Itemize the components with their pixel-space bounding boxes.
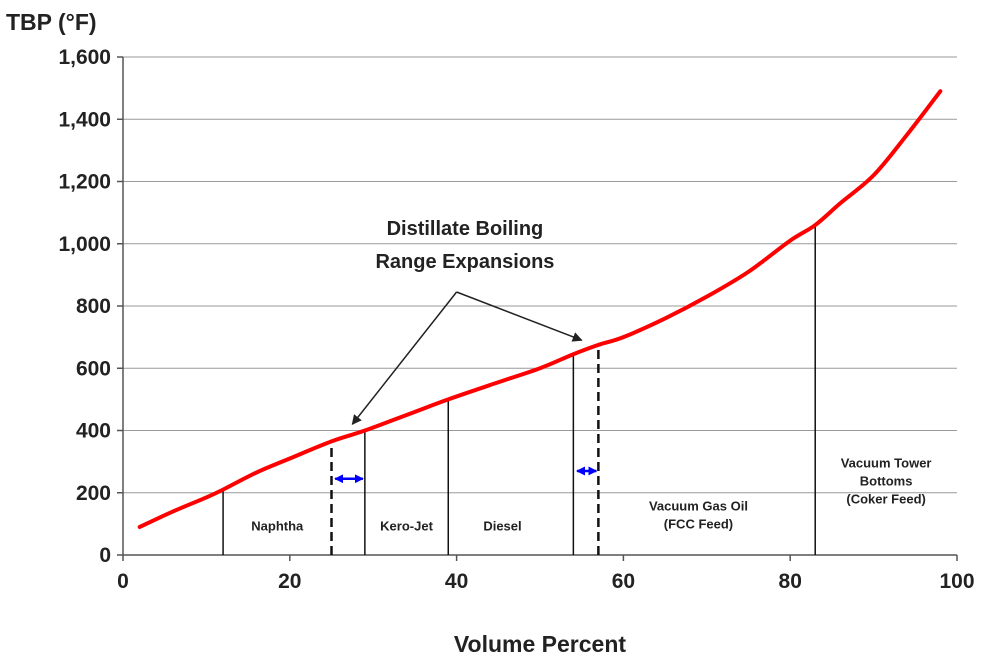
annotation-arrow <box>351 291 458 426</box>
y-tick-label: 600 <box>76 357 111 380</box>
y-tick-label: 400 <box>76 420 111 443</box>
x-tick-label: 0 <box>117 570 129 593</box>
x-tick-label: 40 <box>445 570 468 593</box>
tbp-curve <box>137 89 943 529</box>
gridlines <box>123 56 957 494</box>
x-tick-label: 60 <box>612 570 635 593</box>
x-tick-label: 100 <box>939 570 974 593</box>
annotation-layer: Distillate Boiling Range Expansions <box>334 218 598 484</box>
y-axis-title: TBP (°F) <box>6 9 97 35</box>
region-label: (Coker Feed) <box>846 491 925 506</box>
region-label: Vacuum Tower <box>841 455 932 470</box>
y-tick-label: 1,600 <box>58 46 111 69</box>
y-tick-label: 200 <box>76 482 111 505</box>
x-tick-label: 80 <box>779 570 802 593</box>
region-label: Bottoms <box>860 473 913 488</box>
region-label: Kero-Jet <box>380 518 433 533</box>
y-tick-label: 800 <box>76 295 111 318</box>
region-label: Diesel <box>483 518 521 533</box>
y-tick-label: 0 <box>99 544 111 567</box>
region-label: Naphtha <box>251 518 304 533</box>
annotation-arrow <box>456 291 583 342</box>
labels-layer: Naphtha Kero-Jet Diesel Vacuum Gas Oil (FCC … <box>251 455 931 533</box>
region-label: Vacuum Gas Oil <box>649 499 748 514</box>
y-tick-label: 1,000 <box>58 233 111 256</box>
x-tick-label: 20 <box>278 570 301 593</box>
axes: 0 200 400 600 800 1,000 1,200 1,400 1,600 0 20 40 60… <box>6 9 975 657</box>
annotation-text: Distillate Boiling <box>387 218 544 240</box>
region-label: (FCC Feed) <box>664 517 733 532</box>
y-tick-label: 1,200 <box>58 171 111 194</box>
y-tick-label: 1,400 <box>58 108 111 131</box>
annotation-text: Range Expansions <box>375 251 554 273</box>
x-axis-title: Volume Percent <box>454 631 626 657</box>
cut-point-lines <box>222 225 816 555</box>
tbp-curve-layer <box>137 89 943 529</box>
